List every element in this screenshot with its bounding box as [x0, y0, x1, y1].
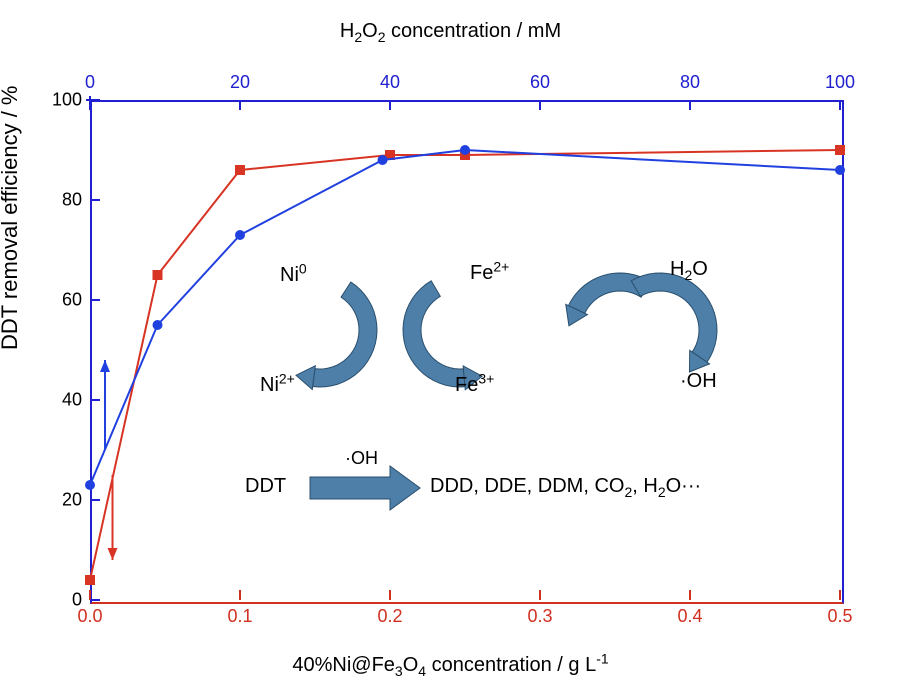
y-tick: 100: [22, 90, 82, 111]
label-fe2: Fe2+: [470, 258, 509, 285]
label-oh-small: ·OH: [345, 448, 378, 469]
y-tick: 0: [22, 590, 82, 611]
top-tick: 40: [380, 72, 400, 93]
label-h2o: H2O: [670, 258, 708, 283]
label-products: DDD, DDE, DDM, CO2, H2O···: [430, 475, 701, 500]
top-axis-title: H2O2 concentration / mM: [0, 20, 901, 45]
y-tick: 60: [22, 290, 82, 311]
bottom-tick: 0.5: [827, 606, 852, 627]
bottom-axis-title: 40%Ni@Fe3O4 concentration / g L-1: [0, 650, 901, 679]
top-tick: 100: [825, 72, 855, 93]
top-tick: 0: [85, 72, 95, 93]
y-tick: 40: [22, 390, 82, 411]
label-ni2: Ni2+: [260, 370, 295, 397]
top-tick: 80: [680, 72, 700, 93]
bottom-tick: 0.2: [377, 606, 402, 627]
chart-canvas: H2O2 concentration / mM 40%Ni@Fe3O4 conc…: [0, 0, 901, 696]
label-fe3: Fe3+: [455, 370, 494, 397]
label-oh: ·OH: [680, 370, 717, 393]
y-tick: 80: [22, 190, 82, 211]
y-tick: 20: [22, 490, 82, 511]
top-tick: 60: [530, 72, 550, 93]
label-ni0: Ni0: [280, 260, 307, 287]
bottom-tick: 0.3: [527, 606, 552, 627]
label-ddt: DDT: [245, 475, 286, 498]
plot-area: [90, 100, 844, 604]
bottom-tick: 0.1: [227, 606, 252, 627]
top-tick: 20: [230, 72, 250, 93]
y-axis-title: DDT removal efficiency / %: [0, 86, 23, 351]
bottom-tick: 0.4: [677, 606, 702, 627]
